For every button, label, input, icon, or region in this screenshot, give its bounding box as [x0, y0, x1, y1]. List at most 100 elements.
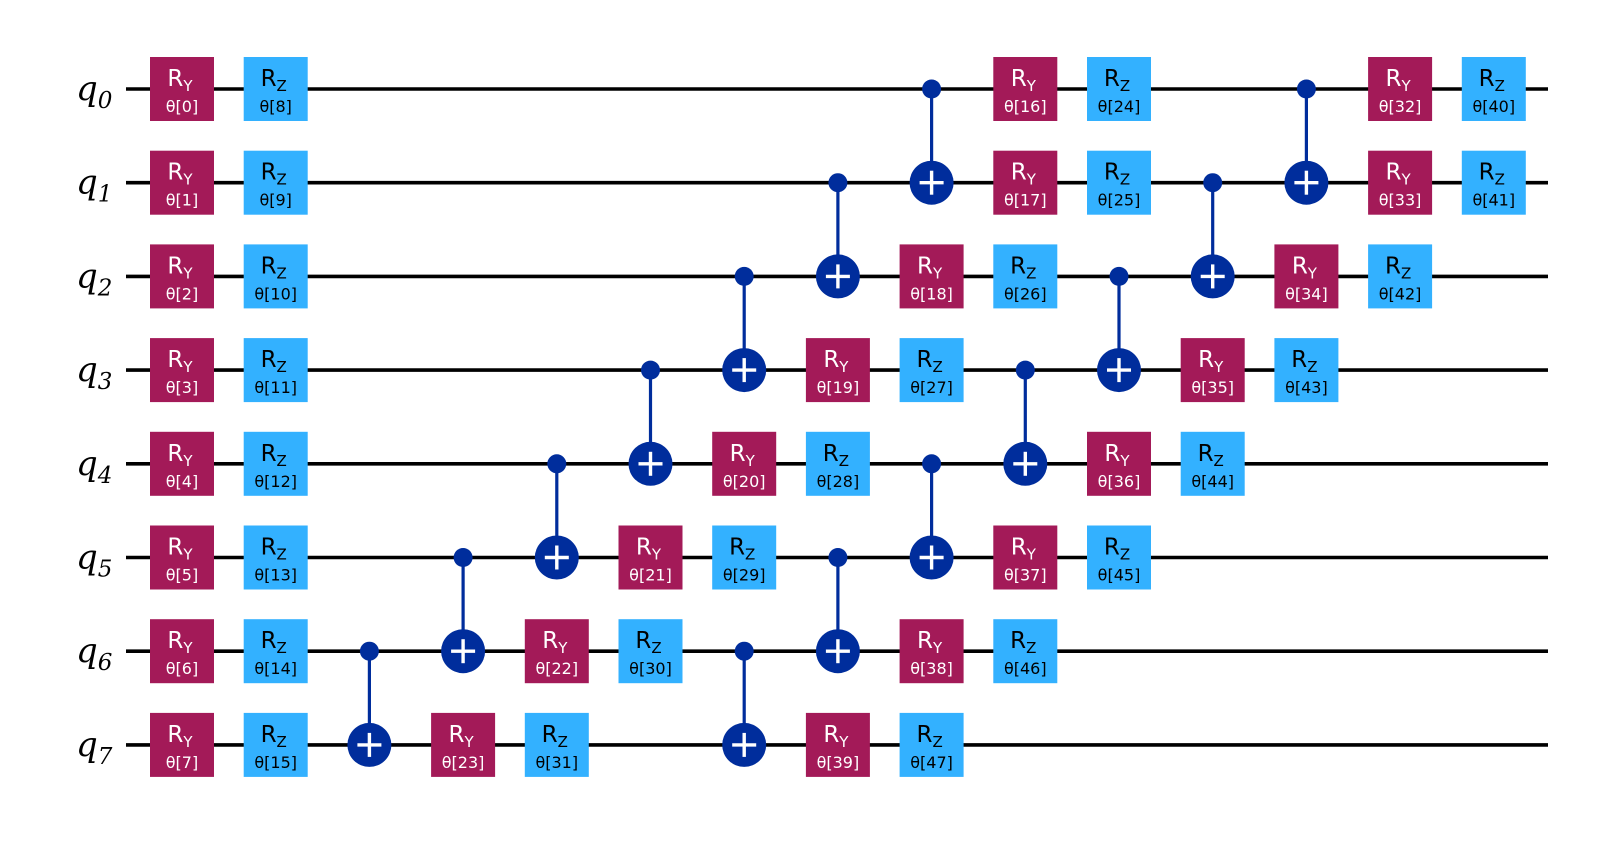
gate-parameter: θ[23] [442, 753, 485, 772]
rz-gate-box [243, 619, 308, 684]
gate-name: RZ [823, 441, 849, 470]
rz-gate: RZ θ[15] [243, 712, 308, 777]
gate-parameter: θ[24] [1098, 97, 1141, 116]
ry-gate-box [1274, 244, 1339, 309]
rz-gate-box [243, 712, 308, 777]
gate-name: RY [636, 535, 662, 564]
ry-gate: RY θ[18] [899, 244, 964, 309]
rz-gate-box [1368, 244, 1433, 309]
gate-parameter: θ[18] [910, 284, 953, 303]
cnot-control-dot [922, 79, 942, 99]
gate-name: RZ [1104, 66, 1130, 95]
ry-gate: RY θ[23] [431, 712, 496, 777]
gate-parameter: θ[7] [166, 753, 198, 772]
rz-gate-box [243, 431, 308, 496]
cnot-control-dot [1015, 360, 1035, 380]
ry-gate: RY θ[21] [618, 525, 683, 590]
gate-parameter: θ[47] [910, 753, 953, 772]
gate-parameter: θ[15] [254, 753, 297, 772]
gate-name: RY [1198, 347, 1224, 376]
gate-name: RZ [1479, 160, 1505, 189]
cnot-control-dot [359, 641, 379, 661]
rz-gate: RZ θ[44] [1180, 431, 1245, 496]
cnot-control-dot [828, 173, 848, 193]
cnot-gate [722, 266, 767, 393]
qubit-label: q0 [76, 69, 112, 114]
gate-parameter: θ[2] [166, 284, 198, 303]
ry-gate-box [805, 712, 870, 777]
rz-gate-box [1087, 150, 1151, 215]
gate-name: RZ [1479, 66, 1505, 95]
cnot-gate [909, 79, 954, 205]
rz-gate-box [243, 244, 308, 309]
ry-gate: RY θ[4] [150, 431, 214, 496]
ry-gate-box [150, 244, 214, 309]
gate-parameter: θ[0] [166, 97, 198, 116]
rz-gate: RZ θ[9] [243, 150, 308, 215]
cnot-control-dot [734, 641, 754, 661]
ry-gate-box [1368, 150, 1433, 215]
gate-name: RY [167, 628, 193, 657]
gate-name: RZ [1198, 441, 1224, 470]
ry-gate: RY θ[2] [150, 244, 214, 309]
gate-name: RY [917, 628, 943, 657]
gate-name: RZ [1010, 253, 1036, 282]
gate-name: RY [1386, 66, 1412, 95]
gate-parameter: θ[30] [629, 659, 672, 678]
rz-gate-box [1461, 57, 1526, 121]
rz-gate: RZ θ[11] [243, 338, 308, 403]
gate-name: RY [542, 628, 568, 657]
rz-gate-box [1087, 525, 1151, 590]
gate-name: RY [167, 722, 193, 751]
rz-gate-box [993, 619, 1058, 684]
cnot-control-dot [1203, 173, 1223, 193]
gate-name: RZ [261, 160, 287, 189]
gate-parameter: θ[41] [1472, 191, 1515, 210]
gate-name: RZ [261, 66, 287, 95]
ry-gate-box [150, 525, 214, 590]
ry-gate: RY θ[19] [805, 338, 870, 403]
ry-gate-box [150, 57, 214, 121]
gate-parameter: θ[21] [629, 566, 672, 585]
ry-gate-box [712, 431, 777, 496]
gate-parameter: θ[20] [723, 472, 766, 491]
gate-name: RY [823, 722, 849, 751]
ry-gate-box [150, 712, 214, 777]
gate-parameter: θ[14] [254, 659, 297, 678]
ry-gate: RY θ[20] [712, 431, 777, 496]
gate-parameter: θ[45] [1098, 566, 1141, 585]
gate-parameter: θ[40] [1472, 97, 1515, 116]
rz-gate: RZ θ[31] [524, 712, 589, 777]
qubit-label: q3 [76, 350, 112, 395]
cnot-gate [909, 454, 954, 580]
rz-gate-box [524, 712, 589, 777]
cnot-control-dot [1109, 266, 1129, 286]
gate-name: RZ [261, 722, 287, 751]
gate-parameter: θ[19] [817, 378, 860, 397]
ry-gate: RY θ[16] [993, 57, 1058, 121]
gate-name: RY [1011, 160, 1037, 189]
gate-name: RY [167, 347, 193, 376]
gate-name: RZ [261, 441, 287, 470]
gate-parameter: θ[34] [1285, 284, 1328, 303]
gate-parameter: θ[3] [166, 378, 198, 397]
ry-gate-box [899, 244, 964, 309]
gate-parameter: θ[43] [1285, 378, 1328, 397]
ry-gate: RY θ[34] [1274, 244, 1339, 309]
rz-gate-box [805, 431, 870, 496]
gates: RY θ[0] RY θ[1] RY θ[2] RY θ[3] RY θ[4] RY θ[5] RY θ[… [150, 57, 1526, 777]
gate-name: RZ [1291, 347, 1317, 376]
ry-gate: RY θ[6] [150, 619, 214, 684]
gate-parameter: θ[26] [1004, 284, 1047, 303]
gate-name: RY [1011, 66, 1037, 95]
rz-gate-box [243, 525, 308, 590]
cnot-control-dot [1296, 79, 1316, 99]
ry-gate-box [1368, 57, 1433, 121]
rz-gate-box [1087, 57, 1151, 121]
cnot-control-dot [828, 548, 848, 567]
rz-gate-box [712, 525, 777, 590]
gate-parameter: θ[39] [817, 753, 860, 772]
rz-gate-box [1461, 150, 1526, 215]
gate-parameter: θ[44] [1191, 472, 1234, 491]
ry-gate: RY θ[22] [524, 619, 589, 684]
